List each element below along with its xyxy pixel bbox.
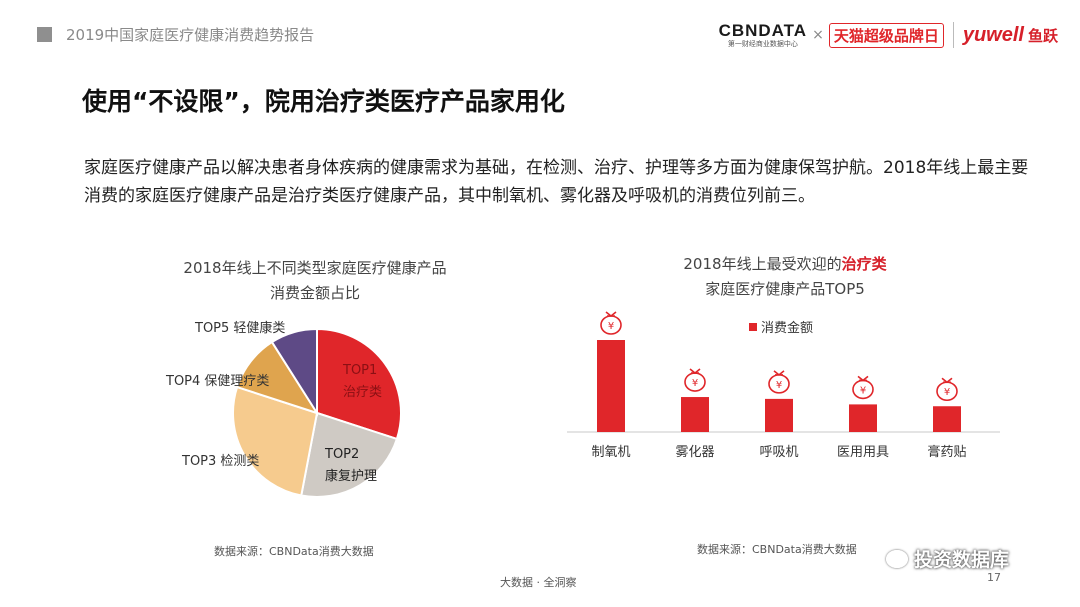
pie-slice-5 <box>270 327 318 417</box>
header-square <box>37 27 52 42</box>
pie-label-4-top: TOP4 保健理疗类 <box>166 374 270 389</box>
yen-symbol: ¥ <box>944 387 950 398</box>
tmall-logo: 天猫超级品牌日 <box>828 22 944 48</box>
bar-category-label: 呼吸机 <box>759 445 799 460</box>
page-number: 17 <box>987 571 1001 584</box>
pie-label-2: TOP2 康复护理 <box>325 444 377 488</box>
bar-title-line1-pre: 2018年线上最受欢迎的 <box>683 255 842 273</box>
legend-swatch <box>749 322 757 331</box>
footer-slogan: 大数据 · 全洞察 <box>500 576 577 589</box>
bar-category-label: 医用用具 <box>836 445 889 460</box>
pie-slice-2 <box>300 411 399 498</box>
pie-label-2-bottom: 康复护理 <box>325 469 378 484</box>
pie-slice-3 <box>232 385 319 497</box>
bar-title-line1-emphasis: 治疗类 <box>841 255 887 273</box>
bar-legend: 消费金额 <box>749 317 813 336</box>
yuyue-logo: 鱼跃 <box>1027 26 1058 45</box>
yen-symbol: ¥ <box>608 321 614 332</box>
bar-4 <box>849 404 877 432</box>
pie-label-3-top: TOP3 检测类 <box>182 454 260 469</box>
yuwell-logo: yuwell <box>962 23 1024 46</box>
yen-symbol: ¥ <box>860 385 866 396</box>
bar-3 <box>765 398 793 432</box>
legend-label: 消费金额 <box>761 321 814 336</box>
bar-category-label: 雾化器 <box>675 445 715 460</box>
money-bag-icon: ¥ <box>852 375 874 400</box>
bar-source: 数据来源：CBNData消费大数据 <box>697 543 857 556</box>
wechat-icon <box>886 549 908 568</box>
wechat-text: 投资数据库 <box>914 549 1010 571</box>
logo-divider <box>952 22 954 48</box>
partner-logos: CBNDATA 第一财经商业数据中心 × 天猫超级品牌日 yuwell 鱼跃 <box>719 18 1058 52</box>
pie-label-1-bottom: 治疗类 <box>343 385 383 400</box>
bar-chart-title: 2018年线上最受欢迎的治疗类 家庭医疗健康产品TOP5 <box>620 252 950 302</box>
bar-title-line1: 2018年线上最受欢迎的治疗类 <box>620 252 950 277</box>
slide-title: 使用“不设限”，院用治疗类医疗产品家用化 <box>82 87 565 116</box>
times-symbol: × <box>812 27 824 43</box>
yen-symbol: ¥ <box>692 378 698 389</box>
bar-category-label: 制氧机 <box>591 445 631 460</box>
yen-symbol: ¥ <box>776 380 782 391</box>
cbndata-logo-text: CBNDATA <box>718 20 808 40</box>
pie-slice-1 <box>316 327 402 441</box>
pie-title-line2: 消费金额占比 <box>269 284 360 302</box>
pie-label-5: TOP5 轻健康类 <box>195 318 285 340</box>
pie-chart-title: 2018年线上不同类型家庭医疗健康产品 消费金额占比 <box>150 256 480 306</box>
slide-description: 家庭医疗健康产品以解决患者身体疾病的健康需求为基础，在检测、治疗、护理等多方面为… <box>84 158 1029 206</box>
pie-label-2-top: TOP2 <box>325 447 360 462</box>
pie-label-3: TOP3 检测类 <box>182 451 259 473</box>
wechat-watermark: 投资数据库 <box>886 545 1009 572</box>
bar-title-line2: 家庭医疗健康产品TOP5 <box>705 280 865 298</box>
pie-label-1-top: TOP1 <box>343 363 378 378</box>
cbndata-logo-subtext: 第一财经商业数据中心 <box>727 39 798 48</box>
bar-1 <box>597 340 625 432</box>
report-title: 2019中国家庭医疗健康消费趋势报告 <box>66 26 315 44</box>
money-bag-icon: ¥ <box>684 368 706 392</box>
bar-5 <box>933 406 961 432</box>
pie-source: 数据来源：CBNData消费大数据 <box>214 545 374 558</box>
money-bag-icon: ¥ <box>600 311 622 335</box>
pie-label-1: TOP1 治疗类 <box>343 360 382 404</box>
pie-label-4: TOP4 保健理疗类 <box>166 371 269 393</box>
pie-title-line1: 2018年线上不同类型家庭医疗健康产品 <box>183 259 447 277</box>
bar-category-label: 膏药贴 <box>927 445 967 460</box>
pie-label-5-top: TOP5 轻健康类 <box>195 321 286 336</box>
cbndata-logo: CBNDATA 第一财经商业数据中心 <box>718 20 808 49</box>
money-bag-icon: ¥ <box>936 377 958 402</box>
bar-2 <box>681 397 709 432</box>
money-bag-icon: ¥ <box>768 370 790 394</box>
